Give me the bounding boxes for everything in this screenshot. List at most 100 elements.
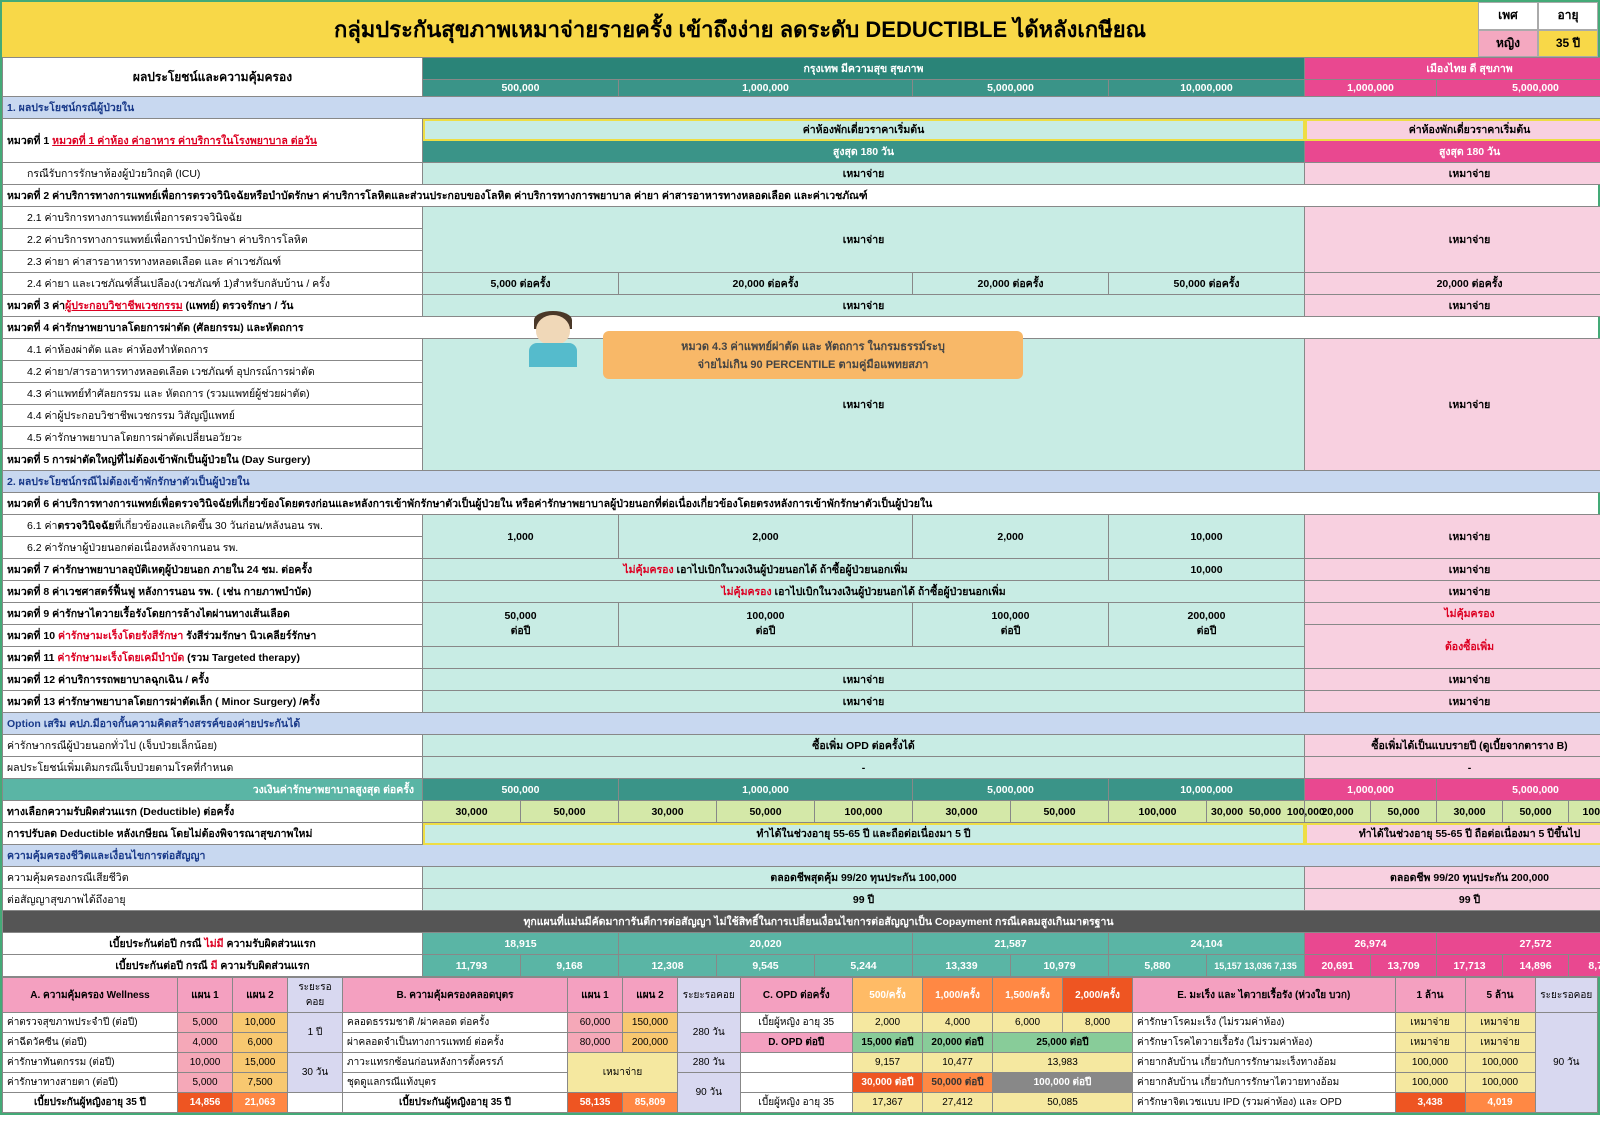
d-empty2 — [740, 1073, 853, 1093]
c9-a3: 100,000ต่อปี — [913, 603, 1109, 647]
d-a11: 30,000 — [423, 801, 521, 823]
section-2: 2. ผลประโยชน์กรณีไม่ต้องเข้าพักรักษาตัวเ… — [3, 471, 1600, 493]
a-r4p2: 7,500 — [233, 1073, 288, 1093]
py-a33: 5,880 — [1109, 955, 1207, 977]
maxsum-label: วงเงินค่ารักษาพยาบาลสูงสุด ต่อครั้ง — [3, 779, 423, 801]
e-fp2: 4,019 — [1465, 1093, 1535, 1113]
prem-yes: เบี้ยประกันต่อปี กรณี มี ความรับผิดส่วนแ… — [3, 955, 423, 977]
cat9: หมวดที่ 9 ค่ารักษาไตวายเรื้อรังโดยการล้า… — [3, 603, 423, 625]
col-benefit: ผลประโยชน์และความคุ้มครอง — [3, 58, 423, 97]
py-a12: 9,168 — [521, 955, 619, 977]
py-b22: 14,896 — [1503, 955, 1569, 977]
c9-a4: 200,000ต่อปี — [1109, 603, 1305, 647]
c12-b: เหมาจ่าย — [1305, 669, 1600, 691]
e-r3p2: 100,000 — [1465, 1053, 1535, 1073]
c44: 4.4 ค่าผู้ประกอบวิชาชีพเวชกรรม วิสัญญีแพ… — [3, 405, 423, 427]
c-h3: 1,500/ครั้ง — [993, 978, 1063, 1013]
icu-a: เหมาจ่าย — [423, 163, 1305, 185]
b-r2p1: 80,000 — [568, 1033, 623, 1053]
b-r1: คลอดธรรมชาติ /ผ่าคลอด ต่อครั้ง — [343, 1013, 568, 1033]
a-r3: ค่ารักษาทันตกรรม (ต่อปี) — [3, 1053, 178, 1073]
ded-adjust-b: ทำได้ในช่วงอายุ 55-65 ปี ถือต่อเนื่องมา … — [1305, 823, 1600, 845]
c6-b: เหมาจ่าย — [1305, 515, 1600, 559]
b-r1p1: 60,000 — [568, 1013, 623, 1033]
cat1-a-max: สูงสุด 180 วัน — [423, 141, 1305, 163]
e-wv: 90 วัน — [1535, 1013, 1598, 1113]
main-table: ผลประโยชน์และความคุ้มครอง กรุงเทพ มีความ… — [2, 57, 1600, 977]
ms-b2: 5,000,000 — [1437, 779, 1600, 801]
e-r2p1: เหมาจ่าย — [1395, 1033, 1465, 1053]
c-h2: 1,000/ครั้ง — [923, 978, 993, 1013]
d-fv3: 50,085 — [993, 1093, 1133, 1113]
c-h4: 2,000/ครั้ง — [1063, 978, 1133, 1013]
e-h2: 5 ล้าน — [1465, 978, 1535, 1013]
sub-b1: 1,000,000 — [1305, 80, 1437, 97]
a-plan2: แผน 2 — [233, 978, 288, 1013]
life-row: ความคุ้มครองกรณีเสียชีวิต — [3, 867, 423, 889]
c24-a1: 5,000 ต่อครั้ง — [423, 273, 619, 295]
renew-a: 99 ปี — [423, 889, 1305, 911]
a-r3p1: 10,000 — [178, 1053, 233, 1073]
c24-a2: 20,000 ต่อครั้ง — [619, 273, 913, 295]
py-a31: 13,339 — [913, 955, 1011, 977]
a-r3p2: 15,000 — [233, 1053, 288, 1073]
secB-title: B. ความคุ้มครองคลอดบุตร — [343, 978, 568, 1013]
d-h23: 100,000 ต่อปี — [993, 1073, 1133, 1093]
b-fp2: 85,809 — [623, 1093, 678, 1113]
d-h2: 20,000 ต่อปี — [923, 1033, 993, 1053]
c22: 2.2 ค่าบริการทางการแพทย์เพื่อการบำบัดรัก… — [3, 229, 423, 251]
b-w3: 90 วัน — [678, 1073, 741, 1113]
ded-adjust-a: ทำได้ในช่วงอายุ 55-65 ปี และถือต่อเนื่อง… — [423, 823, 1305, 845]
sub-a2: 1,000,000 — [619, 80, 913, 97]
addl: ผลประโยชน์เพิ่มเติมกรณีเจ็บป่วยตามโรคที่… — [3, 757, 423, 779]
b-r4: ชุดดูแลกรณีแท้งบุตร — [343, 1073, 568, 1093]
b-wait: ระยะรอคอย — [678, 978, 741, 1013]
renew-b: 99 ปี — [1305, 889, 1600, 911]
c6-a1: 1,000 — [423, 515, 619, 559]
ms-a3: 5,000,000 — [913, 779, 1109, 801]
cat10: หมวดที่ 10 ค่ารักษามะเร็งโดยรังสีรักษา ร… — [3, 625, 423, 647]
e-h1: 1 ล้าน — [1395, 978, 1465, 1013]
a-r2p2: 6,000 — [233, 1033, 288, 1053]
d-a33: 100,000 — [1109, 801, 1207, 823]
cat2-label: หมวดที่ 2 ค่าบริการทางการแพทย์เพื่อการตร… — [3, 185, 1600, 207]
secE-title: E. มะเร็ง และ ไตวายเรื้อรัง (ห่วงใย บวก) — [1133, 978, 1396, 1013]
d-h1: 15,000 ต่อปี — [853, 1033, 923, 1053]
py-b21: 17,713 — [1437, 955, 1503, 977]
c-v3: 6,000 — [993, 1013, 1063, 1033]
d-a41: 30,000 50,000 100,000 — [1207, 801, 1305, 823]
a-r4: ค่ารักษาทางสายตา (ต่อปี) — [3, 1073, 178, 1093]
d-a21: 30,000 — [619, 801, 717, 823]
a-r1: ค่าตรวจสุขภาพประจำปี (ต่อปี) — [3, 1013, 178, 1033]
c41: 4.1 ค่าห้องผ่าตัด และ ค่าห้องทำหัตถการ — [3, 339, 423, 361]
a-w2: 30 วัน — [288, 1053, 343, 1093]
age-header: อายุ — [1538, 2, 1598, 30]
addl-a: - — [423, 757, 1305, 779]
d-v3: 13,983 — [993, 1053, 1133, 1073]
cat3-b: เหมาจ่าย — [1305, 295, 1600, 317]
c13-a: เหมาจ่าย — [423, 691, 1305, 713]
d-a23: 100,000 — [815, 801, 913, 823]
cat13: หมวดที่ 13 ค่ารักษาพยาบาลโดยการผ่าตัดเล็… — [3, 691, 423, 713]
e-r3: ค่ายากลับบ้าน เกี่ยวกับการรักษามะเร็งทาง… — [1133, 1053, 1396, 1073]
py-a21: 12,308 — [619, 955, 717, 977]
pno-b2: 27,572 — [1437, 933, 1600, 955]
a-plan1: แผน 1 — [178, 978, 233, 1013]
b-r2: ผ่าคลอดจำเป็นทางการแพทย์ ต่อครั้ง — [343, 1033, 568, 1053]
a-foot: เบี้ยประกันผู้หญิงอายุ 35 ปี — [3, 1093, 178, 1113]
b-r1p2: 150,000 — [623, 1013, 678, 1033]
gender-header: เพศ — [1478, 2, 1538, 30]
c-h1: 500/ครั้ง — [853, 978, 923, 1013]
cat8: หมวดที่ 8 ค่าเวชศาสตร์ฟื้นฟู หลังการนอน … — [3, 581, 423, 603]
d-foot: เบี้ยผู้หญิง อายุ 35 — [740, 1093, 853, 1113]
c45: 4.5 ค่ารักษาพยาบาลโดยการผ่าตัดเปลี่ยนอวั… — [3, 427, 423, 449]
a-fp2: 21,063 — [233, 1093, 288, 1113]
dark-note: ทุกแผนที่แม่นมีคัดมาการันตีการต่อสัญญา ไ… — [3, 911, 1600, 933]
c24-a4: 50,000 ต่อครั้ง — [1109, 273, 1305, 295]
b-w1: 280 วัน — [678, 1013, 741, 1053]
e-r2: ค่ารักษาโรคไตวายเรื้อรัง (ไม่รวมค่าห้อง) — [1133, 1033, 1396, 1053]
prem-no: เบี้ยประกันต่อปี กรณี ไม่มี ความรับผิดส่… — [3, 933, 423, 955]
c42: 4.2 ค่ายา/สารอาหารทางหลอดเลือด เวชภัณฑ์ … — [3, 361, 423, 383]
cat12: หมวดที่ 12 ค่าบริการรถพยาบาลฉุกเฉิน / คร… — [3, 669, 423, 691]
d-empty — [740, 1053, 853, 1073]
